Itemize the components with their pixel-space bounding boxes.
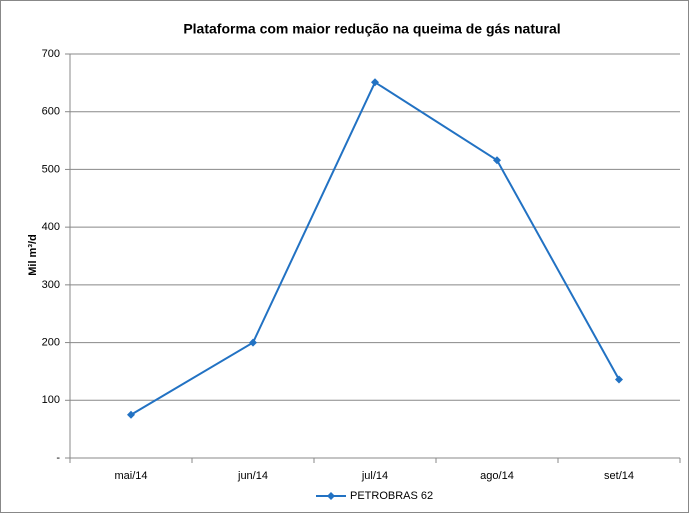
legend-label: PETROBRAS 62: [350, 490, 433, 502]
chart-title: Plataforma com maior redução na queima d…: [183, 21, 560, 37]
x-tick-label: set/14: [604, 470, 634, 482]
x-tick-label: mai/14: [114, 470, 147, 482]
x-tick-label: jun/14: [237, 470, 268, 482]
x-tick-label: jul/14: [361, 470, 388, 482]
y-axis-label: Mil m³/d: [27, 234, 39, 276]
y-tick-label: 200: [42, 336, 60, 348]
data-point: [127, 410, 135, 419]
y-tick-label: 600: [42, 106, 60, 118]
y-tick-label: 100: [42, 394, 60, 406]
data-point: [493, 156, 501, 165]
y-tick-label: 500: [42, 163, 60, 175]
y-tick-label: 400: [42, 221, 60, 233]
y-tick-label: 300: [42, 279, 60, 291]
y-tick-label: -: [56, 452, 60, 464]
x-tick-label: ago/14: [480, 470, 514, 482]
data-point: [249, 338, 257, 347]
data-point: [371, 78, 379, 87]
legend-marker: [327, 492, 335, 500]
data-point: [615, 375, 623, 384]
y-tick-label: 700: [42, 48, 60, 60]
